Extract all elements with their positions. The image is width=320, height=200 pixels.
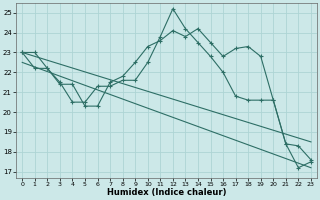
- X-axis label: Humidex (Indice chaleur): Humidex (Indice chaleur): [107, 188, 226, 197]
